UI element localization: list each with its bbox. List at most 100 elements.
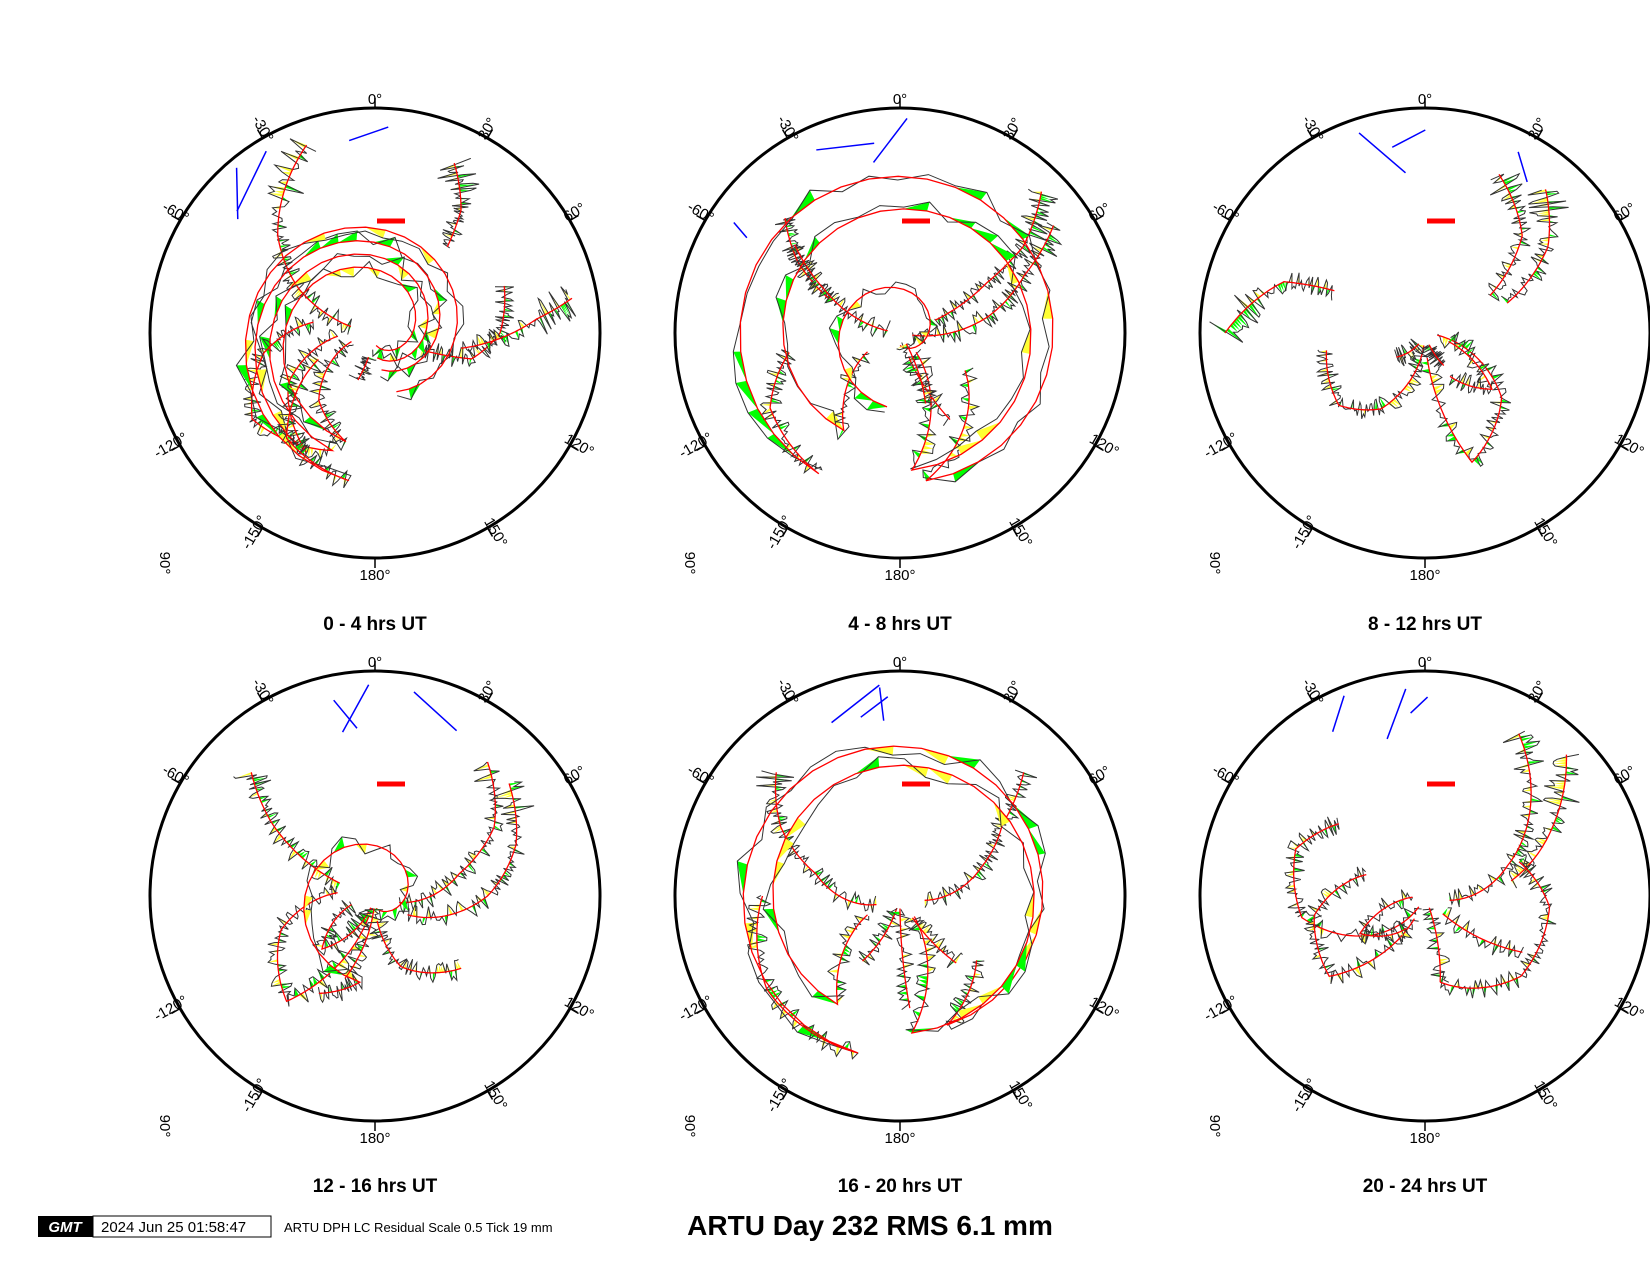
satellite-track [1396, 343, 1420, 358]
low-elevation-segment [1386, 688, 1407, 740]
residual-trace [732, 174, 1051, 483]
azimuth-tick [696, 777, 706, 785]
azimuth-tick [486, 1090, 494, 1100]
azimuth-tick [256, 129, 264, 139]
low-elevation-segment [1517, 151, 1528, 183]
azimuth-tick [1536, 692, 1544, 702]
residual-fill [763, 756, 1035, 1033]
azimuth-tick [1094, 444, 1104, 452]
satellite-track [905, 343, 927, 404]
azimuth-tick-label: 60° [560, 763, 588, 789]
azimuth-tick [171, 777, 181, 785]
azimuth-tick [486, 692, 494, 702]
skyplot-panel: 0° 30° 60° 120° 150° 180° -150° -120° -60° -30° 90… [1198, 654, 1650, 1197]
azimuth-tick-label: -120° [676, 429, 716, 462]
residual-trace [756, 770, 877, 913]
azimuth-tick-label: 60° [1085, 763, 1113, 789]
residual-trace [1501, 189, 1569, 302]
azimuth-tick-label: 180° [1409, 567, 1440, 584]
residual-trace [774, 216, 839, 304]
low-elevation-segment [872, 118, 908, 163]
azimuth-tick [171, 214, 181, 222]
residual-fill [1449, 733, 1544, 907]
azimuth-tick-label: 180° [359, 567, 390, 584]
skyplot-panel: 0° 30° 60° 120° 150° 180° -150° -120° -60° -30° 90… [1198, 91, 1650, 635]
residual-fill [1423, 912, 1450, 978]
satellite-track [1428, 907, 1441, 983]
azimuth-tick-label: 0° [893, 654, 907, 671]
azimuth-tick [1221, 777, 1231, 785]
azimuth-tick [1306, 527, 1314, 537]
azimuth-tick [1221, 444, 1231, 452]
low-elevation-segment [733, 221, 748, 239]
residual-fill [756, 774, 877, 913]
zenith-label: 90° [1206, 1115, 1223, 1138]
low-elevation-segment [878, 687, 885, 721]
skyplot-panel: 0° 30° 60° 120° 150° 180° -150° -120° -60° -30° 90… [673, 91, 1127, 635]
azimuth-tick [696, 214, 706, 222]
satellite-track [934, 191, 1043, 321]
zenith-label: 90° [1206, 552, 1223, 575]
azimuth-tick [1011, 692, 1019, 702]
panel-title: 12 - 16 hrs UT [313, 1176, 438, 1197]
azimuth-tick [256, 692, 264, 702]
azimuth-tick-label: -30° [1298, 676, 1327, 708]
azimuth-tick-label: -30° [1298, 113, 1327, 145]
satellite-track [421, 285, 506, 360]
azimuth-tick-label: 0° [1418, 91, 1432, 108]
azimuth-tick-label: -150° [763, 513, 796, 553]
residual-trace [889, 908, 914, 1010]
azimuth-tick [256, 1090, 264, 1100]
azimuth-tick-label: -120° [1201, 429, 1241, 462]
azimuth-tick-label: -150° [763, 1076, 796, 1116]
horizon-circle [1198, 106, 1650, 560]
low-elevation-segment [1410, 696, 1429, 714]
panel-title: 0 - 4 hrs UT [323, 614, 427, 635]
azimuth-tick-label: 0° [368, 91, 382, 108]
azimuth-tick-label: 150° [1005, 515, 1035, 550]
satellite-track [407, 783, 518, 919]
satellite-track [1426, 334, 1503, 464]
azimuth-tick [171, 444, 181, 452]
residual-trace [858, 909, 906, 966]
panel-title: 20 - 24 hrs UT [1363, 1176, 1488, 1197]
satellite-track [446, 162, 462, 248]
horizon-circle [1198, 669, 1650, 1123]
satellite-track [1439, 861, 1551, 989]
satellite-track [376, 920, 462, 974]
satellite-track [1428, 344, 1445, 366]
satellite-track [739, 175, 1054, 482]
residual-fill [1209, 272, 1330, 343]
residual-fill [1509, 757, 1580, 889]
low-elevation-segment [1331, 695, 1345, 732]
gmt-logo: GMT [38, 1216, 93, 1237]
azimuth-tick-label: -30° [773, 676, 802, 708]
azimuth-tick-label: 0° [1418, 654, 1432, 671]
low-elevation-segment [413, 691, 458, 732]
azimuth-tick-label: 30° [1525, 115, 1551, 143]
azimuth-tick-label: 30° [1000, 115, 1026, 143]
zenith-label: 90° [681, 1115, 698, 1138]
azimuth-tick [171, 1007, 181, 1015]
azimuth-tick-label: -120° [151, 429, 191, 462]
azimuth-tick-label: 150° [480, 1078, 510, 1113]
azimuth-tick [1011, 527, 1019, 537]
residual-trace [1209, 272, 1333, 343]
azimuth-tick [1619, 1007, 1629, 1015]
satellite-track [899, 908, 911, 1009]
skyplot-panels: 0° 30° 60° 120° 150° 180° -150° -120° -60° -30° 90… [148, 91, 1650, 1197]
satellite-track [1224, 281, 1335, 334]
azimuth-tick [1619, 444, 1629, 452]
azimuth-tick [486, 129, 494, 139]
azimuth-tick-label: 180° [359, 1130, 390, 1147]
satellite-track [862, 907, 898, 962]
low-elevation-segment [831, 684, 880, 724]
panel-title: 16 - 20 hrs UT [838, 1176, 963, 1197]
azimuth-tick-label: 30° [475, 678, 501, 706]
residual-trace [311, 900, 380, 956]
satellite-track [282, 266, 417, 443]
residual-trace [1303, 866, 1419, 985]
satellite-track [1449, 733, 1532, 901]
residual-fill [1285, 816, 1412, 944]
azimuth-tick [1094, 214, 1104, 222]
